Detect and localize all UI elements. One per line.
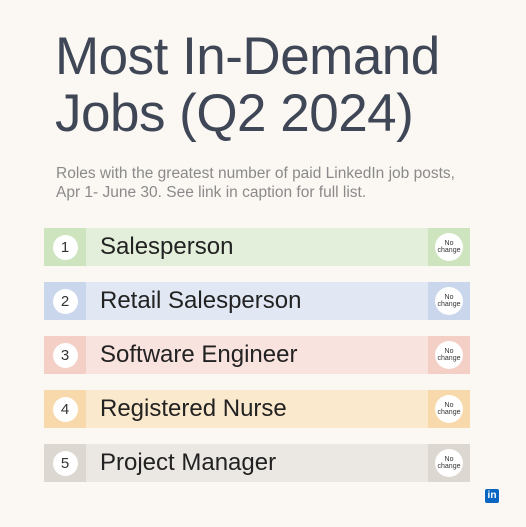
rank-badge: 1 — [52, 234, 78, 260]
change-text-2: change — [437, 355, 461, 362]
change-badge: No change — [435, 395, 463, 423]
change-tab: No change — [428, 228, 470, 266]
rank-tab: 1 — [44, 228, 86, 266]
job-title: Registered Nurse — [100, 395, 287, 422]
linkedin-icon: in — [485, 489, 499, 503]
job-row: 1 Salesperson No change — [44, 228, 470, 266]
change-tab: No change — [428, 390, 470, 428]
rank-badge: 5 — [52, 450, 78, 476]
change-text-2: change — [437, 301, 461, 308]
rank-badge: 4 — [52, 396, 78, 422]
jobs-list: 1 Salesperson No change 2 Retail Salespe… — [44, 228, 470, 498]
change-badge: No change — [435, 341, 463, 369]
job-title: Software Engineer — [100, 341, 298, 368]
rank-tab: 5 — [44, 444, 86, 482]
job-title: Project Manager — [100, 449, 277, 476]
rank-tab: 3 — [44, 336, 86, 374]
page-title: Most In-Demand Jobs (Q2 2024) — [55, 28, 475, 142]
job-title: Retail Salesperson — [100, 287, 302, 314]
change-badge: No change — [435, 233, 463, 261]
rank-tab: 4 — [44, 390, 86, 428]
title-line-1: Most In-Demand — [55, 27, 440, 86]
change-text-1: No — [444, 401, 454, 409]
job-row: 3 Software Engineer No change — [44, 336, 470, 374]
change-text-1: No — [444, 239, 454, 247]
change-text-2: change — [437, 247, 461, 254]
rank-badge: 2 — [52, 288, 78, 314]
change-text-2: change — [437, 463, 461, 470]
job-row: 5 Project Manager No change — [44, 444, 470, 482]
rank-badge: 3 — [52, 342, 78, 368]
change-text-2: change — [437, 409, 461, 416]
change-tab: No change — [428, 444, 470, 482]
change-text-1: No — [444, 293, 454, 301]
change-tab: No change — [428, 282, 470, 320]
change-text-1: No — [444, 455, 454, 463]
job-title: Salesperson — [100, 233, 234, 260]
change-badge: No change — [435, 287, 463, 315]
change-tab: No change — [428, 336, 470, 374]
subtitle: Roles with the greatest number of paid L… — [56, 165, 455, 201]
job-row: 4 Registered Nurse No change — [44, 390, 470, 428]
job-row: 2 Retail Salesperson No change — [44, 282, 470, 320]
change-badge: No change — [435, 449, 463, 477]
title-line-2: Jobs (Q2 2024) — [55, 84, 414, 143]
rank-tab: 2 — [44, 282, 86, 320]
change-text-1: No — [444, 347, 454, 355]
